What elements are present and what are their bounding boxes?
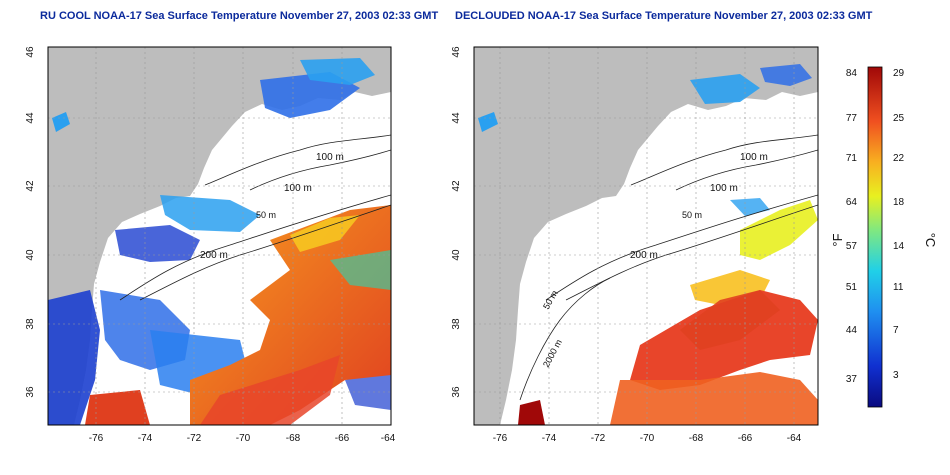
colorbar-c-tick: 29	[893, 68, 905, 79]
right-y-tick-label: 36	[451, 386, 462, 398]
right-y-tick-label: 46	[451, 46, 462, 58]
left-x-tick-label: -66	[335, 433, 350, 444]
right-contour-label: 100 m	[740, 152, 768, 163]
colorbar-gradient	[867, 66, 883, 408]
left-contour-label: 200 m	[200, 250, 228, 261]
left-x-tick-label: -76	[89, 433, 104, 444]
right-map-panel: 100 m 100 m 50 m 200 m 50 m 2000 m -76 -…	[451, 46, 819, 444]
right-x-tick-label: -72	[591, 433, 606, 444]
right-x-tick-label: -64	[787, 433, 802, 444]
left-x-tick-label: -64	[381, 433, 396, 444]
colorbar-f-tick: 37	[846, 374, 858, 385]
colorbar-c-tick: 14	[893, 241, 905, 252]
colorbar-f-tick: 84	[846, 68, 858, 79]
right-contour-label: 50 m	[682, 210, 702, 220]
colorbar-c-tick: 11	[893, 282, 904, 293]
left-land-mass	[48, 47, 391, 425]
colorbar-f-tick: 51	[846, 282, 858, 293]
colorbar-c-tick: 18	[893, 197, 905, 208]
right-y-tick-label: 38	[451, 318, 462, 330]
right-y-tick-label: 42	[451, 180, 462, 192]
colorbar-c-tick: 7	[893, 325, 899, 336]
left-map-frame	[47, 46, 392, 426]
right-x-tick-label: -76	[493, 433, 508, 444]
left-contour-label: 50 m	[256, 210, 276, 220]
left-y-tick-label: 36	[25, 386, 36, 398]
right-contour-label: 100 m	[710, 183, 738, 194]
colorbar-f-tick: 44	[846, 325, 858, 336]
colorbar-celsius-label: °C	[923, 233, 938, 248]
colorbar-f-tick: 71	[846, 153, 858, 164]
left-map-panel: 100 m 100 m 50 m 200 m -76 -74 -72 -70 -…	[25, 46, 396, 444]
right-panel-title: DECLOUDED NOAA-17 Sea Surface Temperatur…	[455, 10, 873, 22]
left-y-tick-label: 40	[25, 249, 36, 261]
colorbar-c-tick: 25	[893, 113, 905, 124]
colorbar-fahrenheit-label: °F	[830, 233, 845, 246]
left-panel-title: RU COOL NOAA-17 Sea Surface Temperature …	[40, 10, 439, 22]
right-land-mass	[474, 47, 818, 425]
left-y-tick-label: 38	[25, 318, 36, 330]
left-contour-label: 100 m	[316, 152, 344, 163]
right-map-frame	[473, 46, 819, 426]
colorbar-c-tick: 3	[893, 370, 899, 381]
left-y-tick-label: 46	[25, 46, 36, 58]
left-x-tick-label: -70	[236, 433, 251, 444]
left-y-tick-label: 44	[25, 112, 36, 124]
right-y-tick-label: 40	[451, 249, 462, 261]
left-x-tick-label: -68	[286, 433, 301, 444]
right-y-tick-label: 44	[451, 112, 462, 124]
left-x-tick-label: -74	[138, 433, 153, 444]
left-x-tick-label: -72	[187, 433, 202, 444]
colorbar-f-tick: 64	[846, 197, 858, 208]
right-x-tick-label: -66	[738, 433, 753, 444]
left-contour-label: 100 m	[284, 183, 312, 194]
right-x-tick-label: -70	[640, 433, 655, 444]
colorbar-f-tick: 77	[846, 113, 858, 124]
right-x-tick-label: -68	[689, 433, 704, 444]
right-x-tick-label: -74	[542, 433, 557, 444]
colorbar-f-tick: 57	[846, 241, 858, 252]
colorbar-c-tick: 22	[893, 153, 905, 164]
left-y-tick-label: 42	[25, 180, 36, 192]
right-contour-label: 200 m	[630, 250, 658, 261]
colorbar: 84 77 71 64 57 51 44 37 29 25 22 18 14 1…	[830, 66, 938, 408]
